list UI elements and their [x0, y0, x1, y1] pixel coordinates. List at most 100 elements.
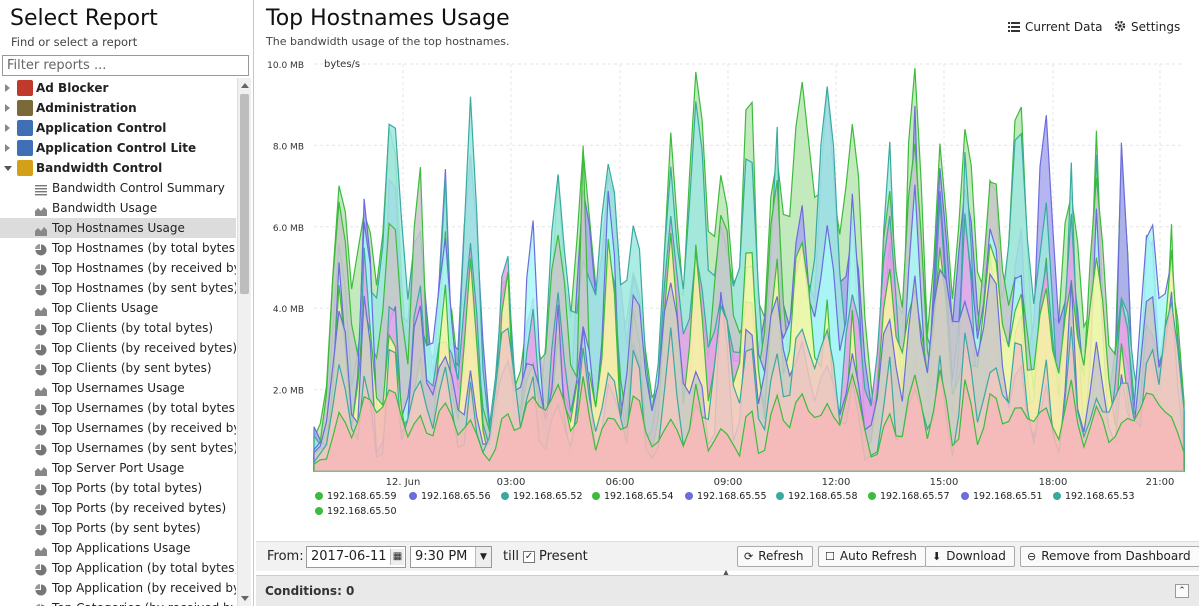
present-checkbox[interactable]: ✓ — [523, 551, 535, 563]
from-time-select[interactable]: 9:30 PM ▼ — [410, 546, 492, 568]
tree-item-label: Top Usernames (by total bytes) — [52, 401, 236, 415]
report-selector-panel: Select Report Find or select a report Ad… — [0, 0, 254, 606]
tree-report-item[interactable]: Top Clients (by total bytes) — [0, 318, 236, 338]
tree-category[interactable]: Administration — [0, 98, 236, 118]
tree-category[interactable]: Bandwidth Control — [0, 158, 236, 178]
legend-label: 192.168.65.50 — [327, 506, 397, 517]
from-date-field[interactable]: 2017-06-11 ▦ — [306, 546, 406, 568]
pie-chart-icon — [35, 422, 47, 436]
square-icon: ☐ — [825, 550, 835, 563]
scroll-up-icon[interactable] — [241, 83, 249, 88]
collapsed-arrow-icon[interactable] — [5, 124, 10, 132]
tree-report-item[interactable]: Top Ports (by sent bytes) — [0, 518, 236, 538]
legend-marker — [776, 492, 784, 500]
tree-report-item[interactable]: Top Hostnames (by total bytes) — [0, 238, 236, 258]
pie-chart-icon — [35, 402, 47, 416]
tree-item-label: Application Control — [36, 121, 167, 135]
legend-label: 192.168.65.55 — [697, 491, 767, 502]
conditions-label: Conditions: 0 — [265, 584, 355, 598]
area-chart-icon — [35, 222, 47, 236]
tree-report-item[interactable]: Top Hostnames (by sent bytes) — [0, 278, 236, 298]
application-control-lite-icon — [17, 140, 33, 156]
tree-report-item[interactable]: Top Usernames (by received bytes) — [0, 418, 236, 438]
x-tick-label: 03:00 — [497, 477, 526, 488]
tree-report-item[interactable]: Top Usernames Usage — [0, 378, 236, 398]
present-label: Present — [539, 549, 588, 564]
tree-report-item[interactable]: Top Clients (by sent bytes) — [0, 358, 236, 378]
refresh-label: Refresh — [758, 549, 804, 563]
tree-scrollbar[interactable] — [237, 78, 251, 606]
tree-item-label: Top Application (by received bytes) — [52, 581, 236, 595]
filter-reports-input[interactable] — [2, 55, 249, 76]
expanded-arrow-icon[interactable] — [4, 166, 12, 171]
tree-item-label: Top Ports (by sent bytes) — [52, 521, 201, 535]
till-label: till — [503, 549, 519, 564]
calendar-icon[interactable]: ▦ — [390, 549, 404, 565]
tree-report-item[interactable]: Bandwidth Control Summary — [0, 178, 236, 198]
tree-report-item[interactable]: Top Application (by total bytes) — [0, 558, 236, 578]
conditions-bar[interactable]: Conditions: 0 ⌃ — [256, 575, 1199, 606]
settings-button[interactable]: Settings — [1114, 19, 1180, 36]
refresh-button[interactable]: ⟳ Refresh — [737, 546, 813, 567]
chevron-down-icon[interactable]: ▼ — [475, 547, 491, 567]
tree-item-label: Bandwidth Control — [36, 161, 163, 175]
y-tick-label: 4.0 MB — [273, 305, 304, 315]
legend-label: 192.168.65.54 — [604, 491, 674, 502]
tree-item-label: Application Control Lite — [36, 141, 197, 155]
area-chart-icon — [35, 202, 47, 216]
x-tick-label: 06:00 — [606, 477, 635, 488]
auto-refresh-button[interactable]: ☐ Auto Refresh — [818, 546, 926, 567]
tree-report-item[interactable]: Top Application (by received bytes) — [0, 578, 236, 598]
tree-report-item[interactable]: Top Applications Usage — [0, 538, 236, 558]
current-data-button[interactable]: Current Data — [1008, 19, 1103, 36]
scrollbar-thumb[interactable] — [240, 94, 249, 294]
auto-refresh-label: Auto Refresh — [839, 549, 917, 563]
x-tick-label: 18:00 — [1039, 477, 1068, 488]
collapsed-arrow-icon[interactable] — [5, 144, 10, 152]
x-tick-label: 12. Jun — [386, 477, 421, 488]
download-button[interactable]: ⬇ Download — [925, 546, 1015, 567]
tree-category[interactable]: Application Control — [0, 118, 236, 138]
tree-item-label: Top Server Port Usage — [52, 461, 185, 475]
scroll-down-icon[interactable] — [241, 596, 249, 601]
legend-marker — [592, 492, 600, 500]
collapsed-arrow-icon[interactable] — [5, 84, 10, 92]
tree-item-label: Administration — [36, 101, 137, 115]
area-chart-icon — [35, 542, 47, 556]
bandwidth-chart[interactable]: 2.0 MB 4.0 MB 6.0 MB 8.0 MB 10.0 MB bytes/s 12… — [256, 55, 1199, 541]
tree-item-label: Top Clients (by received bytes) — [52, 341, 236, 355]
pie-chart-icon — [35, 502, 47, 516]
x-tick-label: 15:00 — [930, 477, 959, 488]
expand-up-icon[interactable]: ⌃ — [1175, 584, 1189, 598]
tree-category[interactable]: Application Control Lite — [0, 138, 236, 158]
tree-report-item[interactable]: Bandwidth Usage — [0, 198, 236, 218]
tree-report-item[interactable]: Top Usernames (by sent bytes) — [0, 438, 236, 458]
legend-label: 192.168.65.58 — [788, 491, 858, 502]
tree-report-item[interactable]: Top Usernames (by total bytes) — [0, 398, 236, 418]
remove-from-dashboard-button[interactable]: ⊖ Remove from Dashboard — [1020, 546, 1199, 567]
legend-marker — [1053, 492, 1061, 500]
tree-report-item[interactable]: Top Categories (by received bytes) — [0, 598, 236, 606]
legend-label: 192.168.65.52 — [513, 491, 583, 502]
from-date-value: 2017-06-11 — [311, 549, 387, 564]
tree-report-item[interactable]: Top Hostnames Usage — [0, 218, 236, 238]
pie-chart-icon — [35, 242, 47, 256]
tree-report-item[interactable]: Top Server Port Usage — [0, 458, 236, 478]
settings-label: Settings — [1131, 20, 1181, 34]
tree-category[interactable]: Ad Blocker — [0, 78, 236, 98]
text-report-icon — [35, 182, 47, 196]
y-tick-label: 6.0 MB — [273, 224, 304, 234]
pie-chart-icon — [35, 282, 47, 296]
tree-report-item[interactable]: Top Ports (by received bytes) — [0, 498, 236, 518]
legend-label: 192.168.65.51 — [973, 491, 1043, 502]
legend-label: 192.168.65.59 — [327, 491, 397, 502]
legend-label: 192.168.65.56 — [421, 491, 491, 502]
tree-report-item[interactable]: Top Clients Usage — [0, 298, 236, 318]
tree-report-item[interactable]: Top Hostnames (by received byte... — [0, 258, 236, 278]
tree-report-item[interactable]: Top Ports (by total bytes) — [0, 478, 236, 498]
tree-report-item[interactable]: Top Clients (by received bytes) — [0, 338, 236, 358]
tree-item-label: Bandwidth Usage — [52, 201, 158, 215]
collapsed-arrow-icon[interactable] — [5, 104, 10, 112]
from-time-value: 9:30 PM — [415, 549, 468, 564]
panel-resize-handle[interactable]: ▲ — [722, 568, 730, 577]
